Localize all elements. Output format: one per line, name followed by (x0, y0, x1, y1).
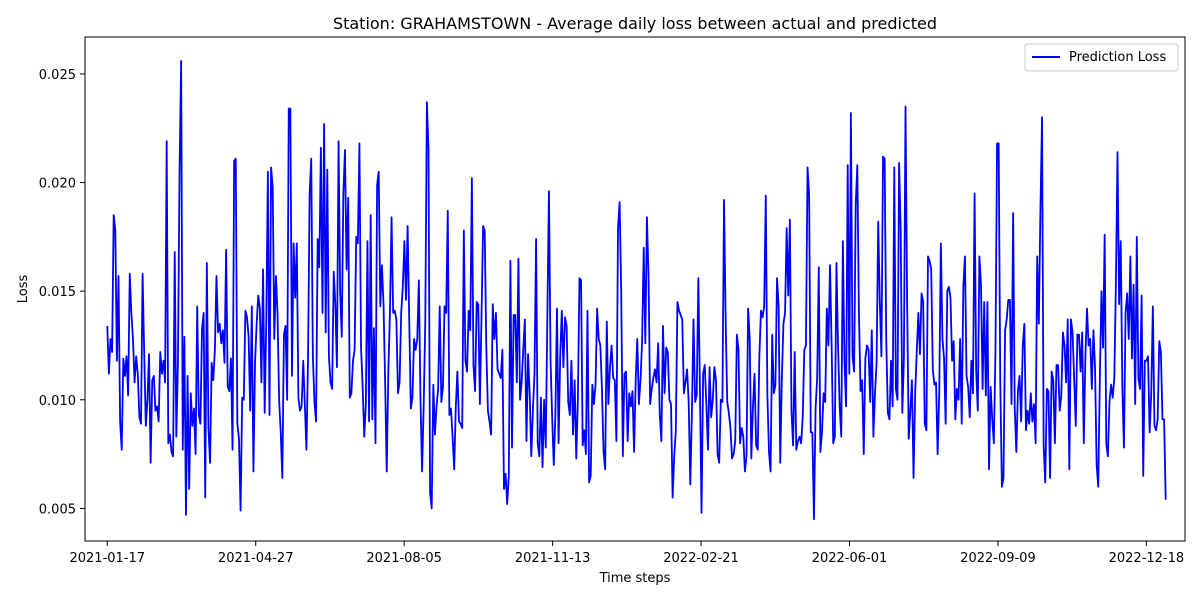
y-tick-label: 0.005 (39, 502, 76, 517)
x-tick-label: 2022-12-18 (1109, 551, 1185, 566)
x-tick-label: 2021-01-17 (69, 551, 145, 566)
x-tick-label: 2022-06-01 (812, 551, 888, 566)
chart-title: Station: GRAHAMSTOWN - Average daily los… (333, 14, 937, 33)
x-tick-label: 2021-08-05 (366, 551, 442, 566)
plot-background (85, 37, 1185, 541)
x-tick-label: 2021-11-13 (515, 551, 591, 566)
x-tick-label: 2021-04-27 (218, 551, 294, 566)
x-tick-label: 2022-09-09 (960, 551, 1036, 566)
legend-box (1024, 43, 1179, 72)
legend: Prediction Loss (1024, 43, 1179, 72)
legend-label: Prediction Loss (1069, 50, 1166, 65)
y-tick-label: 0.020 (39, 177, 76, 192)
y-tick-label: 0.025 (39, 68, 76, 83)
series-line-prediction-loss (106, 60, 1167, 521)
y-axis: 0.005 0.010 0.015 0.020 0.025 (39, 68, 85, 517)
y-tick-label: 0.015 (39, 285, 76, 300)
x-axis-label: Time steps (599, 571, 671, 586)
x-tick-label: 2022-02-21 (663, 551, 739, 566)
plot-area (84, 36, 1186, 542)
plot-frame (84, 36, 1186, 542)
y-axis-label: Loss (16, 275, 31, 304)
x-axis: 2021-01-17 2021-04-27 2021-08-05 2021-11-13… (69, 541, 1184, 566)
y-tick-label: 0.010 (39, 394, 76, 409)
